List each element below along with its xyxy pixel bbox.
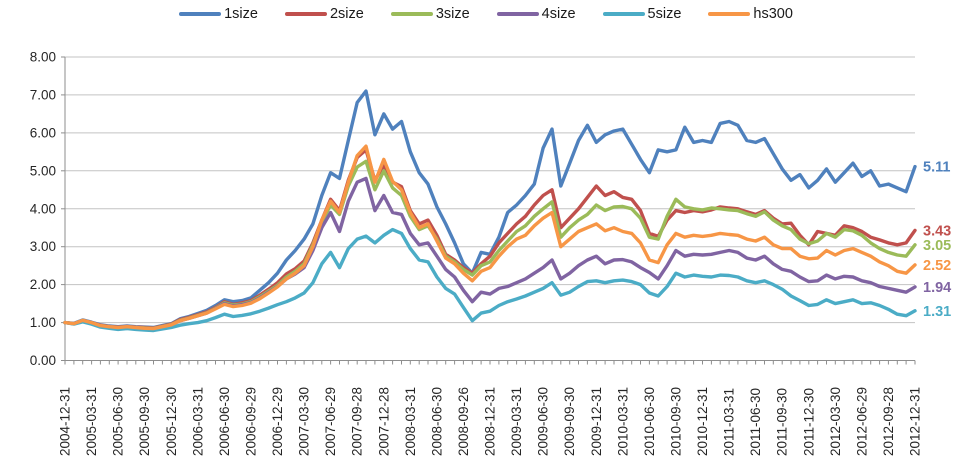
x-tick-label: 2007-03-30 [297,387,312,456]
series-line-5size[interactable] [63,227,917,333]
x-tick-label: 2006-03-31 [190,387,205,456]
legend-label: 4size [541,6,576,22]
x-tick-label: 2008-09-26 [456,387,471,456]
x-tick-label: 2009-09-30 [562,387,577,456]
legend-swatch-4size [496,12,539,16]
x-tick-label: 2011-09-30 [775,388,790,456]
x-tick-label: 2009-12-31 [589,387,604,456]
legend: 1size 2size 3size 4size 5size hs300 [0,6,972,22]
x-tick-label: 2006-09-29 [243,387,258,456]
series-line-3size[interactable] [63,159,917,330]
y-tick-label: 1.00 [30,315,56,330]
x-tick-label: 2006-06-30 [217,387,232,456]
y-tick-label: 7.00 [30,87,56,102]
x-tick-label: 2011-03-31 [722,388,737,456]
y-tick-label: 5.00 [30,163,56,178]
legend-swatch-hs300 [708,12,751,16]
x-tick-label: 2010-09-30 [668,387,683,456]
legend-label: 2size [329,6,364,22]
legend-item-5size[interactable]: 5size [602,6,682,22]
end-value-label-5size: 1.31 [923,304,951,320]
x-tick-label: 2012-09-28 [881,387,896,456]
legend-label: 5size [647,6,682,22]
x-tick-label: 2004-12-31 [58,387,73,456]
legend-label: 1size [224,6,258,22]
end-value-label-3size: 3.05 [923,238,951,254]
x-tick-label: 2007-06-29 [323,387,338,456]
x-tick-label: 2008-06-30 [429,387,444,456]
x-tick-label: 2006-12-29 [270,387,285,456]
legend-swatch-2size [284,12,327,16]
x-tick-label: 2007-09-28 [350,387,365,456]
x-tick-label: 2009-03-31 [509,387,524,456]
x-tick-label: 2010-12-31 [695,387,710,456]
legend-label: 3size [435,6,470,22]
x-tick-label: 2010-06-30 [642,387,657,456]
end-value-label-4size: 1.94 [923,280,951,296]
legend-swatch-5size [602,12,645,16]
x-tick-label: 2012-03-30 [828,387,843,456]
x-tick-label: 2009-06-30 [536,387,551,456]
legend-swatch-1size [179,12,222,16]
y-tick-label: 8.00 [30,50,56,65]
x-tick-label: 2012-06-29 [854,387,869,456]
x-tick-label: 2008-12-31 [483,387,498,456]
legend-item-2size[interactable]: 2size [284,6,364,22]
y-tick-label: 3.00 [30,239,56,254]
legend-item-4size[interactable]: 4size [496,6,576,22]
y-tick-label: 6.00 [30,125,56,140]
end-value-label-hs300: 2.52 [923,258,951,274]
legend-label: hs300 [753,6,793,22]
x-tick-label: 2011-06-30 [748,388,763,456]
x-tick-label: 2005-06-30 [111,387,126,456]
legend-item-hs300[interactable]: hs300 [708,6,793,22]
x-tick-label: 2005-03-31 [84,387,99,456]
x-tick-label: 2008-03-31 [403,387,418,456]
x-tick-label: 2005-09-30 [137,387,152,456]
x-tick-label: 2005-12-30 [164,387,179,456]
end-value-label-1size: 5.11 [923,160,950,176]
x-tick-label: 2011-12-30 [801,388,816,456]
legend-swatch-3size [390,12,433,16]
series-line-hs300[interactable] [63,144,917,331]
x-tick-label: 2010-03-31 [615,387,630,456]
y-tick-label: 2.00 [30,277,56,292]
legend-item-1size[interactable]: 1size [179,6,258,22]
y-tick-label: 4.00 [30,201,56,216]
y-tick-label: 0.00 [30,353,56,368]
x-tick-label: 2007-12-28 [376,387,391,456]
end-value-label-2size: 3.43 [923,223,951,239]
legend-item-3size[interactable]: 3size [390,6,470,22]
x-tick-label: 2012-12-31 [908,387,923,456]
